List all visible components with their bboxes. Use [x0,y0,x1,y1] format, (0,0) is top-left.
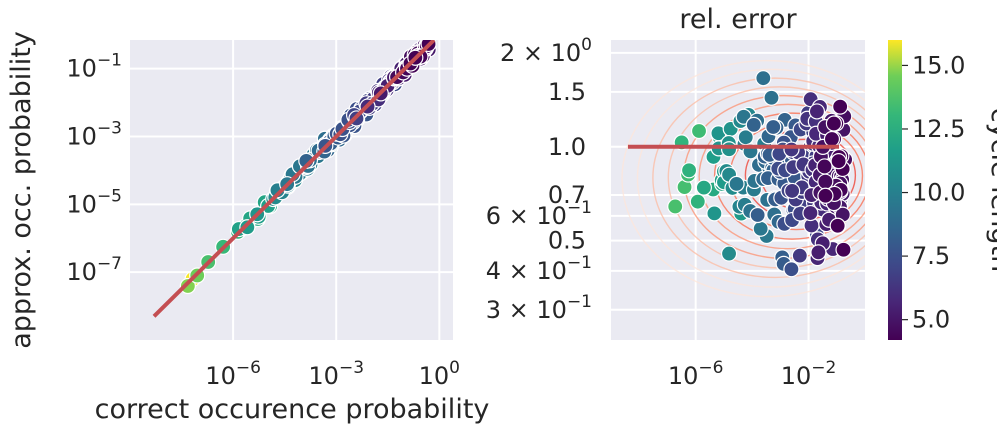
right-y-tick-label-minor: 0.5 [548,227,586,255]
right-data-point [720,141,738,158]
right-data-point [695,179,712,196]
right-data-point [816,158,833,175]
colorbar-tick-label: 12.5 [912,115,965,143]
right-data-point [817,187,834,204]
left-gridlines [130,40,453,340]
left-y-tick-label: 10−7 [66,254,122,286]
right-data-point [720,245,738,262]
right-y-tick-label-major: 4 × 10−1 [486,253,592,285]
density-contour [713,112,865,240]
right-data-point [783,141,800,158]
left-x-tick-labels: 10−6 10−3 100 [205,358,460,390]
left-data-point [239,219,256,236]
right-data-point [791,247,808,264]
colorbar-tick-label: 5.0 [912,306,950,334]
density-contour [698,103,865,250]
right-data-point [749,206,766,224]
right-data-point [745,116,762,133]
left-x-tick-label: 100 [419,358,460,390]
right-data-point [783,261,800,278]
left-y-tick-labels: 10−1 10−3 10−5 10−7 [66,51,122,287]
right-data-point [765,118,782,136]
left-data-point [179,277,196,295]
left-x-tick-label: 10−6 [205,358,261,390]
right-y-tick-label-minor: 1.5 [548,78,586,106]
right-y-tick-label-minor: 0.7 [548,181,586,209]
left-y-tick-label: 10−1 [66,51,122,83]
right-x-tick-labels: 10−6 10−2 [668,358,836,390]
right-data-point [830,153,847,170]
right-plot-title: rel. error [679,4,797,35]
right-data-point [784,182,801,200]
density-contour [621,59,865,298]
right-data-point [755,70,772,87]
right-data-point [810,244,827,261]
colorbar-gradient [888,40,902,340]
right-y-tick-label-minor: 1.0 [548,133,586,161]
right-data-point [802,204,819,222]
right-data-point [737,129,754,146]
right-data-point [728,175,745,192]
right-data-point [825,115,842,132]
right-data-point [823,130,841,148]
colorbar: 5.0 7.5 10.0 12.5 15.0 cycle length [888,40,997,340]
density-contour [652,77,865,279]
right-y-tick-label-major: 6 × 10−1 [486,198,592,230]
left-y-axis-label: approx. occ. probability [6,31,37,349]
left-y-tick-label: 10−5 [66,186,122,218]
right-data-point [832,98,849,115]
right-data-point [689,193,706,210]
right-data-point [829,217,846,234]
colorbar-label: cycle length [985,108,997,272]
colorbar-tick-label: 10.0 [912,179,965,207]
right-y-tick-label-major: 2 × 100 [500,35,592,67]
left-x-tick-label: 10−3 [308,358,364,390]
left-x-axis-label: correct occurence probability [95,394,490,425]
right-data-point [808,103,826,120]
right-data-point [835,241,852,258]
left-plot: 10−1 10−3 10−5 10−7 10−6 10−3 100 correct occ… [6,31,489,425]
right-y-tick-label-major: 3 × 10−1 [486,292,592,324]
right-data-point [752,220,769,237]
right-data-point [667,198,684,215]
right-y-tick-labels: 2 × 100 6 × 10−1 4 × 10−1 3 × 10−1 1.5 1.0 0.7… [486,35,592,324]
density-contour [636,68,865,288]
right-x-tick-label: 10−2 [781,358,837,390]
left-y-tick-label: 10−3 [66,118,122,150]
right-data-point [706,205,723,222]
right-data-point [680,162,698,179]
right-scatter-points [667,70,854,278]
left-reference-line [152,40,436,318]
right-plot: rel. error 2 × 100 6 × 10−1 4 × 10−1 3 × 10… [486,4,865,390]
colorbar-tick-labels: 5.0 7.5 10.0 12.5 15.0 [902,51,965,334]
colorbar-tick-label: 15.0 [912,51,965,79]
right-x-tick-label: 10−6 [668,358,724,390]
right-data-point [690,122,708,140]
colorbar-tick-label: 7.5 [912,242,950,270]
right-data-point [763,89,780,106]
